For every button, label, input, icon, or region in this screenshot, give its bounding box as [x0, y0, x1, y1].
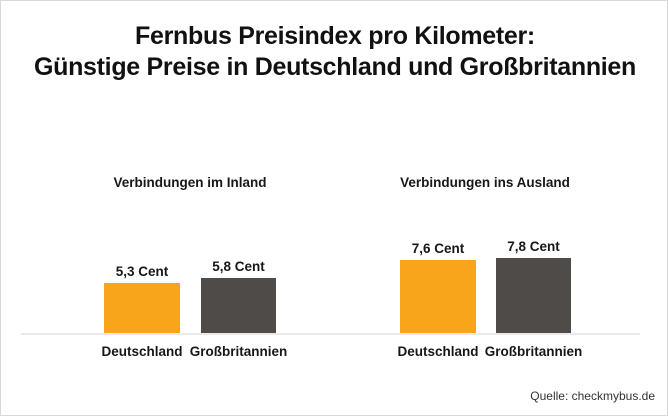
chart-title-line2: Günstige Preise in Deutschland und Großb… — [33, 53, 637, 81]
x-axis-baseline — [21, 333, 640, 335]
bar-deutschland-ausland — [400, 260, 476, 334]
chart-title: Fernbus Preisindex pro Kilometer: Günsti… — [1, 21, 667, 83]
group-title-ausland: Verbindungen ins Ausland — [400, 175, 570, 190]
group-title-inland: Verbindungen im Inland — [113, 175, 267, 190]
bar-deutschland-inland — [104, 283, 180, 334]
category-label-grossbritannien-ausland: Großbritannien — [484, 344, 583, 359]
bar-grossbritannien-ausland — [496, 258, 571, 334]
bar-value-grossbritannien-ausland: 7,8 Cent — [507, 239, 560, 254]
bar-value-grossbritannien-inland: 5,8 Cent — [212, 259, 265, 274]
category-label-deutschland-inland: Deutschland — [101, 344, 183, 359]
bar-grossbritannien-inland — [201, 278, 276, 334]
category-label-grossbritannien-inland: Großbritannien — [189, 344, 288, 359]
bar-value-deutschland-ausland: 7,6 Cent — [411, 241, 465, 256]
category-label-deutschland-ausland: Deutschland — [397, 344, 479, 359]
chart-title-line1: Fernbus Preisindex pro Kilometer: — [135, 22, 535, 50]
source-credit: Quelle: checkmybus.de — [530, 389, 655, 403]
bar-value-deutschland-inland: 5,3 Cent — [115, 264, 169, 279]
